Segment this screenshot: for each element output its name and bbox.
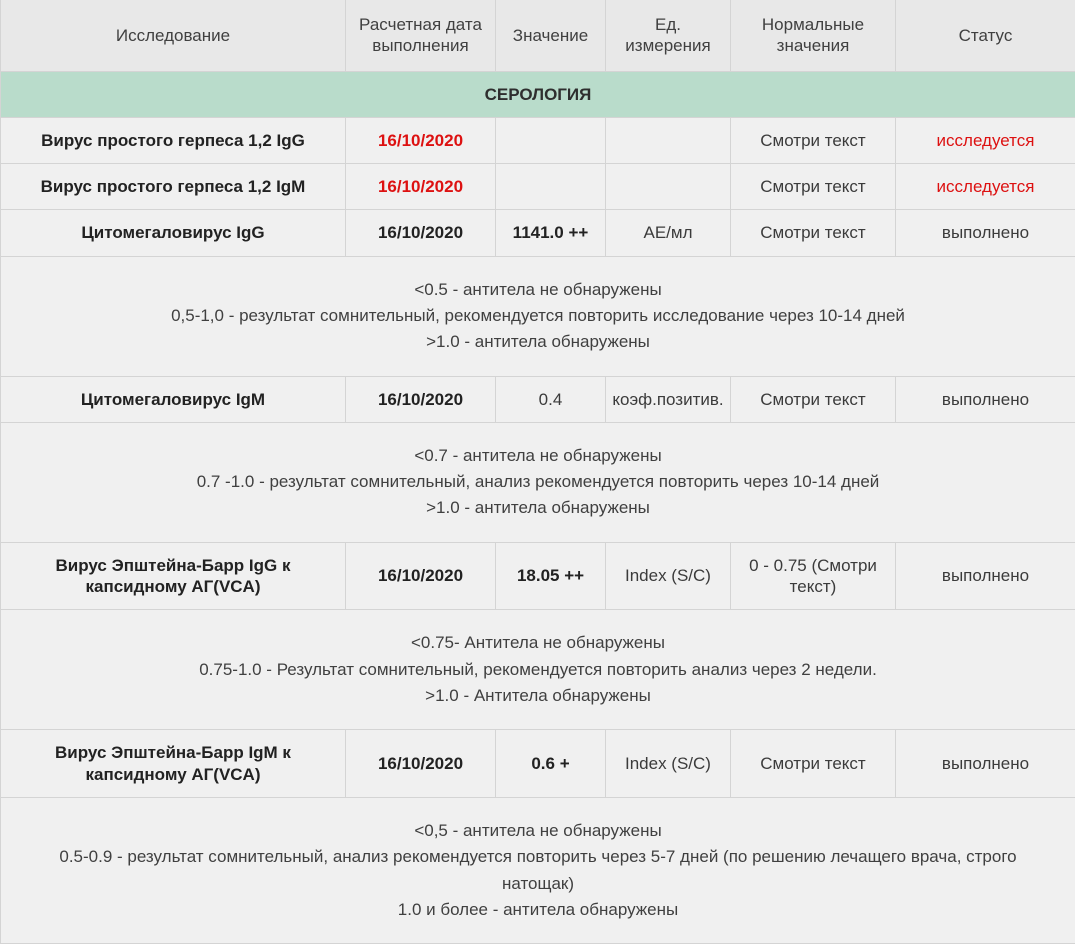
- cell-normal: Смотри текст: [731, 164, 896, 210]
- note-cell: <0.7 - антитела не обнаружены0.7 -1.0 - …: [1, 422, 1075, 542]
- cell-value: 0.6 +: [496, 730, 606, 798]
- cell-unit: [606, 164, 731, 210]
- cell-status: выполнено: [896, 210, 1075, 256]
- col-status: Статус: [896, 0, 1075, 71]
- note-row: <0,5 - антитела не обнаружены0.5-0.9 - р…: [1, 797, 1075, 943]
- note-line: 0.75-1.0 - Результат сомнительный, реком…: [31, 657, 1045, 683]
- section-row: СЕРОЛОГИЯ: [1, 71, 1075, 117]
- cell-date: 16/10/2020: [346, 164, 496, 210]
- cell-normal: Смотри текст: [731, 730, 896, 798]
- note-line: >1.0 - Антитела обнаружены: [31, 683, 1045, 709]
- note-line: >1.0 - антитела обнаружены: [31, 495, 1045, 521]
- cell-unit: Index (S/C): [606, 730, 731, 798]
- cell-normal: Смотри текст: [731, 117, 896, 163]
- cell-value: [496, 164, 606, 210]
- col-normal: Нормальные значения: [731, 0, 896, 71]
- note-row: <0.7 - антитела не обнаружены0.7 -1.0 - …: [1, 422, 1075, 542]
- cell-status: исследуется: [896, 117, 1075, 163]
- note-line: <0,5 - антитела не обнаружены: [31, 818, 1045, 844]
- header-row: Исследование Расчетная дата выполнения З…: [1, 0, 1075, 71]
- note-line: 0,5-1,0 - результат сомнительный, рекоме…: [31, 303, 1045, 329]
- cell-test-name: Вирус простого герпеса 1,2 IgM: [1, 164, 346, 210]
- col-value: Значение: [496, 0, 606, 71]
- cell-unit: АЕ/мл: [606, 210, 731, 256]
- cell-value: 0.4: [496, 376, 606, 422]
- cell-status: выполнено: [896, 376, 1075, 422]
- table-row: Цитомегаловирус IgM16/10/20200.4коэф.поз…: [1, 376, 1075, 422]
- cell-normal: Смотри текст: [731, 210, 896, 256]
- note-cell: <0.75- Антитела не обнаружены0.75-1.0 - …: [1, 610, 1075, 730]
- col-unit: Ед. измерения: [606, 0, 731, 71]
- note-cell: <0.5 - антитела не обнаружены0,5-1,0 - р…: [1, 256, 1075, 376]
- cell-normal: 0 - 0.75 (Смотри текст): [731, 542, 896, 610]
- note-line: 0.7 -1.0 - результат сомнительный, анали…: [31, 469, 1045, 495]
- note-line: <0.5 - антитела не обнаружены: [31, 277, 1045, 303]
- cell-date: 16/10/2020: [346, 210, 496, 256]
- note-cell: <0,5 - антитела не обнаружены0.5-0.9 - р…: [1, 797, 1075, 943]
- cell-test-name: Вирус Эпштейна-Барр IgM к капсидному АГ(…: [1, 730, 346, 798]
- table-row: Вирус простого герпеса 1,2 IgG16/10/2020…: [1, 117, 1075, 163]
- cell-unit: Index (S/C): [606, 542, 731, 610]
- section-title: СЕРОЛОГИЯ: [1, 71, 1075, 117]
- cell-value: 18.05 ++: [496, 542, 606, 610]
- cell-unit: [606, 117, 731, 163]
- cell-test-name: Цитомегаловирус IgG: [1, 210, 346, 256]
- col-date: Расчетная дата выполнения: [346, 0, 496, 71]
- cell-date: 16/10/2020: [346, 117, 496, 163]
- cell-normal: Смотри текст: [731, 376, 896, 422]
- table-row: Цитомегаловирус IgG16/10/20201141.0 ++АЕ…: [1, 210, 1075, 256]
- cell-date: 16/10/2020: [346, 542, 496, 610]
- note-line: 1.0 и более - антитела обнаружены: [31, 897, 1045, 923]
- cell-date: 16/10/2020: [346, 376, 496, 422]
- cell-value: 1141.0 ++: [496, 210, 606, 256]
- cell-status: выполнено: [896, 730, 1075, 798]
- note-line: 0.5-0.9 - результат сомнительный, анализ…: [31, 844, 1045, 897]
- cell-test-name: Вирус простого герпеса 1,2 IgG: [1, 117, 346, 163]
- cell-test-name: Цитомегаловирус IgM: [1, 376, 346, 422]
- cell-unit: коэф.позитив.: [606, 376, 731, 422]
- cell-test-name: Вирус Эпштейна-Барр IgG к капсидному АГ(…: [1, 542, 346, 610]
- note-line: <0.7 - антитела не обнаружены: [31, 443, 1045, 469]
- table-row: Вирус Эпштейна-Барр IgM к капсидному АГ(…: [1, 730, 1075, 798]
- cell-status: исследуется: [896, 164, 1075, 210]
- results-table: Исследование Расчетная дата выполнения З…: [0, 0, 1075, 944]
- note-line: <0.75- Антитела не обнаружены: [31, 630, 1045, 656]
- table-row: Вирус Эпштейна-Барр IgG к капсидному АГ(…: [1, 542, 1075, 610]
- note-row: <0.5 - антитела не обнаружены0,5-1,0 - р…: [1, 256, 1075, 376]
- table-row: Вирус простого герпеса 1,2 IgM16/10/2020…: [1, 164, 1075, 210]
- col-test: Исследование: [1, 0, 346, 71]
- note-line: >1.0 - антитела обнаружены: [31, 329, 1045, 355]
- cell-status: выполнено: [896, 542, 1075, 610]
- cell-date: 16/10/2020: [346, 730, 496, 798]
- cell-value: [496, 117, 606, 163]
- note-row: <0.75- Антитела не обнаружены0.75-1.0 - …: [1, 610, 1075, 730]
